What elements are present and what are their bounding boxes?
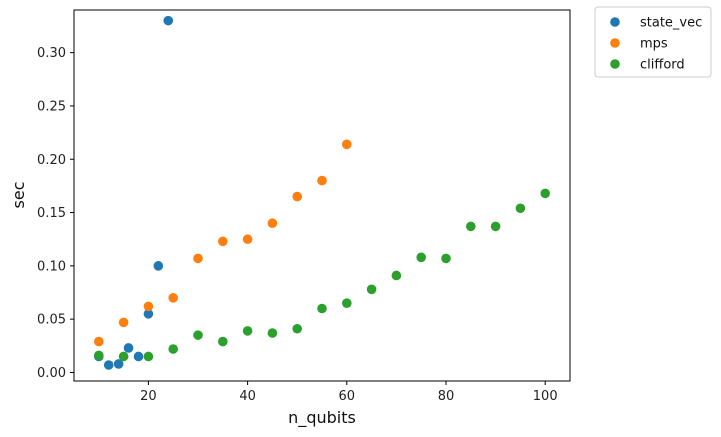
- mps-point: [292, 191, 303, 202]
- y-axis-label: sec: [9, 182, 28, 209]
- clifford-point: [218, 336, 228, 347]
- x-tick-label: 60: [339, 389, 356, 404]
- y-axis-ticks: 0.00 0.05 0.10 0.15 0.20 0.25 0.30: [37, 46, 74, 381]
- mps-point: [143, 301, 154, 312]
- state_vec-point: [153, 261, 164, 271]
- clifford-point: [118, 351, 129, 362]
- y-tick-label: 0.00: [37, 366, 66, 381]
- clifford-point: [441, 253, 451, 264]
- mps-point: [317, 175, 327, 186]
- state_vec-point: [103, 360, 114, 370]
- legend-frame: [594, 6, 712, 78]
- clifford-point: [416, 252, 427, 263]
- mps-point: [267, 218, 278, 229]
- x-axis-ticks: 20 40 60 80 100: [140, 381, 558, 404]
- legend-marker-state_vec: [610, 17, 620, 27]
- y-tick-label: 0.30: [37, 46, 66, 61]
- clifford-point: [193, 330, 203, 340]
- legend-label-clifford: clifford: [640, 58, 685, 73]
- state_vec-point: [133, 351, 144, 362]
- legend-label-mps: mps: [640, 37, 668, 52]
- clifford-point: [94, 350, 104, 361]
- mps-point: [193, 253, 203, 264]
- series-clifford: [94, 188, 550, 362]
- mps-point: [94, 336, 104, 347]
- state_vec-point: [143, 309, 154, 319]
- state_vec-point: [123, 343, 134, 353]
- clifford-point: [515, 203, 526, 214]
- clifford-point: [292, 323, 303, 334]
- clifford-point: [540, 188, 550, 199]
- plot-area: [73, 9, 571, 382]
- clifford-point: [366, 284, 377, 295]
- clifford-point: [490, 221, 501, 232]
- y-tick-label: 0.05: [37, 313, 66, 328]
- series-mps: [94, 139, 352, 347]
- clifford-point: [391, 270, 402, 281]
- x-tick-label: 20: [140, 389, 157, 404]
- data-marks: [94, 15, 550, 370]
- y-tick-label: 0.20: [37, 153, 66, 168]
- mps-point: [118, 317, 129, 328]
- x-tick-label: 100: [533, 389, 558, 404]
- mps-point: [168, 293, 178, 303]
- y-tick-label: 0.10: [37, 259, 66, 274]
- clifford-point: [168, 344, 178, 354]
- clifford-point: [143, 351, 154, 362]
- mps-point: [218, 236, 228, 247]
- legend-label-state_vec: state_vec: [640, 16, 702, 31]
- mps-point: [242, 234, 253, 245]
- clifford-point: [267, 328, 278, 338]
- x-tick-label: 80: [438, 389, 455, 404]
- state_vec-point: [163, 15, 174, 26]
- state_vec-point: [113, 359, 124, 369]
- x-tick-label: 40: [239, 389, 256, 404]
- clifford-point: [342, 298, 352, 308]
- y-tick-label: 0.25: [37, 99, 66, 114]
- x-axis-label: n_qubits: [288, 408, 356, 428]
- legend-marker-clifford: [610, 59, 620, 69]
- clifford-point: [317, 303, 327, 314]
- y-tick-label: 0.15: [37, 206, 66, 221]
- clifford-point: [466, 221, 476, 232]
- clifford-point: [242, 326, 253, 336]
- legend-marker-mps: [610, 38, 620, 48]
- mps-point: [342, 139, 352, 150]
